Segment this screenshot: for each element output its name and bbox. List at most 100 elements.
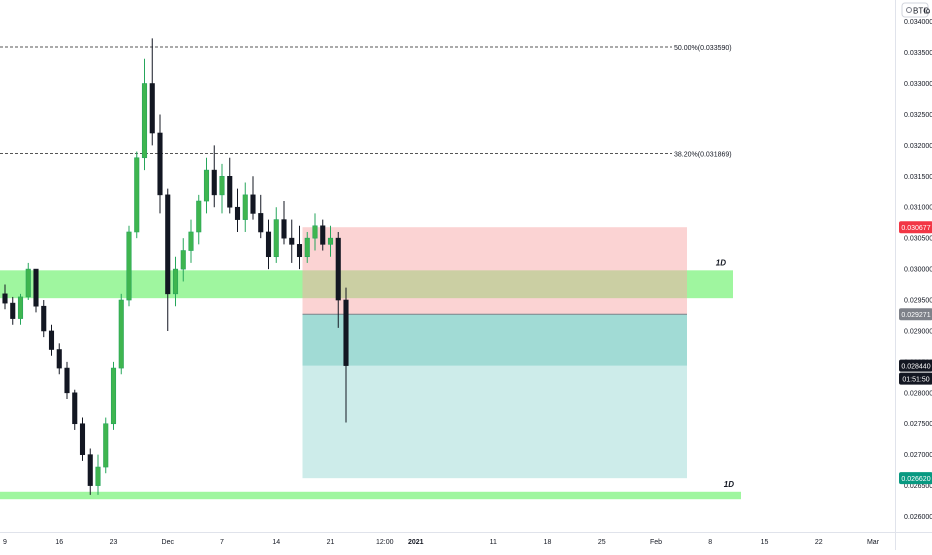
x-tick-label: 2021 (408, 539, 424, 546)
candle-body (265, 231, 272, 258)
candle-body (87, 454, 93, 486)
candle-body (196, 200, 202, 233)
y-tick-label: 0.028000 (904, 390, 932, 397)
x-tick-label: 9 (3, 539, 7, 546)
candle-body (33, 268, 39, 307)
x-tick-label: 21 (327, 539, 335, 546)
symbol-label: BTC (913, 7, 929, 16)
candle-body (10, 302, 16, 319)
candle-body (250, 194, 256, 214)
candle-body (304, 237, 310, 258)
symbol-badge-box (901, 2, 929, 18)
x-tick-label: 25 (598, 539, 606, 546)
candle-body (273, 219, 279, 258)
support-zone-2 (0, 491, 741, 500)
candle-body (64, 367, 70, 394)
short-position-tool[interactable] (302, 227, 688, 479)
y-tick-label: 0.034000 (904, 19, 932, 26)
zone-timeframe-label: 1D (724, 480, 734, 489)
candle-body (312, 225, 318, 239)
x-tick-label: 22 (815, 539, 823, 546)
x-tick-label: Feb (650, 539, 662, 546)
take-profit-zone[interactable] (302, 314, 688, 479)
price-label-text: 0.030677 (901, 225, 930, 232)
x-tick-label: 15 (761, 539, 769, 546)
candle-body (180, 250, 186, 270)
y-tick-label: 0.033500 (904, 50, 932, 57)
candle-body (219, 176, 225, 196)
y-tick-label: 0.026500 (904, 483, 932, 490)
candle-body (149, 83, 155, 134)
fib-level-label: 38.20%(0.031869) (674, 151, 732, 158)
price-label-box (899, 372, 932, 385)
x-tick-label: 14 (272, 539, 280, 546)
candle-body (211, 169, 217, 196)
price-label-text: 0.029271 (901, 312, 930, 319)
candle-body (103, 423, 109, 468)
price-label-box (899, 472, 932, 485)
price-label-text: 0.026620 (901, 476, 930, 483)
candle-body (227, 176, 233, 208)
zone-timeframe-label: 1D (716, 258, 726, 267)
stop-loss-zone[interactable] (302, 227, 688, 315)
candle-body (134, 157, 140, 233)
y-tick-label: 0.027000 (904, 452, 932, 459)
candle-body (17, 296, 24, 319)
x-tick-label: Mar (867, 539, 880, 546)
open-pnl-zone (302, 314, 687, 366)
candle-body (296, 244, 303, 258)
candle-body (2, 293, 8, 304)
x-axis-ticks[interactable]: 9 16 23 Dec 7 14 21 12:00 2021 11 18 25 Feb 8 15 22 Mar (3, 539, 880, 546)
candle-body (327, 237, 334, 245)
candle-body (126, 231, 132, 301)
y-tick-label: 0.027500 (904, 421, 932, 428)
price-label-text: 0.028440 (901, 364, 930, 371)
symbol-dot-icon (906, 7, 912, 13)
candle-body (335, 237, 341, 301)
candle-body (79, 423, 86, 455)
candle-body (48, 330, 55, 350)
candle-body (242, 194, 248, 220)
candle-body (25, 268, 31, 298)
candle-body (320, 225, 326, 245)
candle-body (234, 206, 241, 220)
y-tick-label: 0.032000 (904, 143, 932, 150)
fib-levels: 50.00%(0.033590) 38.20%(0.031869) (0, 45, 732, 158)
price-label-text: 01:51:50 (902, 377, 929, 384)
fib-level-label: 50.00%(0.033590) (674, 45, 732, 52)
y-tick-label: 0.029000 (904, 328, 932, 335)
price-label-box (899, 221, 932, 234)
y-tick-label: 0.026000 (904, 514, 932, 521)
candle-body (95, 466, 101, 486)
candle-body (118, 299, 124, 369)
x-tick-label: Dec (162, 539, 175, 546)
x-tick-label: 11 (490, 539, 497, 546)
candle-body (165, 194, 171, 295)
y-tick-label: 0.033000 (904, 81, 932, 88)
log-toggle[interactable]: lo (924, 7, 931, 16)
candle-body (289, 237, 295, 245)
candle-body (172, 268, 179, 295)
candle-body (56, 349, 62, 369)
candle-body (203, 169, 210, 202)
candle-body (258, 213, 264, 233)
candle-body (343, 299, 349, 366)
candle-body (157, 132, 163, 196)
candle-body (188, 231, 194, 251)
price-labels: 0.030677 0.029271 0.028440 01:51:50 0.026620 (899, 221, 932, 485)
y-tick-label: 0.031500 (904, 174, 932, 181)
y-tick-label: 0.032500 (904, 112, 932, 119)
y-tick-label: 0.029500 (904, 298, 932, 305)
x-tick-label: 18 (544, 539, 552, 546)
y-tick-label: 0.030500 (904, 236, 932, 243)
y-tick-label: 0.031000 (904, 205, 932, 212)
candle-body (72, 392, 78, 425)
candle-body (110, 367, 117, 425)
candle-body (41, 305, 47, 332)
price-label-box (899, 359, 932, 372)
x-tick-label: 23 (110, 539, 118, 546)
y-tick-label: 0.030000 (904, 267, 932, 274)
x-tick-label: 12:00 (376, 539, 394, 546)
